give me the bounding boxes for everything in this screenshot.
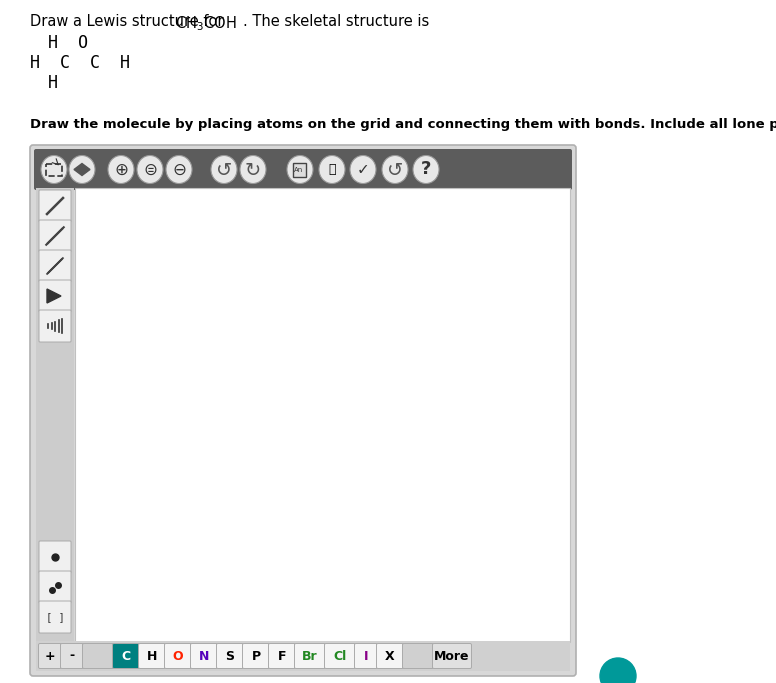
Ellipse shape xyxy=(137,156,163,184)
FancyBboxPatch shape xyxy=(190,643,217,669)
Ellipse shape xyxy=(108,156,134,184)
Text: Br: Br xyxy=(302,650,318,663)
Text: Draw a Lewis structure for: Draw a Lewis structure for xyxy=(30,14,228,29)
Polygon shape xyxy=(74,163,90,176)
Text: 💡: 💡 xyxy=(328,163,336,176)
Ellipse shape xyxy=(41,156,67,184)
FancyBboxPatch shape xyxy=(39,190,71,222)
Ellipse shape xyxy=(413,156,439,184)
FancyBboxPatch shape xyxy=(39,280,71,312)
FancyBboxPatch shape xyxy=(242,643,269,669)
Text: ↻: ↻ xyxy=(244,161,262,180)
FancyBboxPatch shape xyxy=(39,601,71,633)
FancyBboxPatch shape xyxy=(34,149,572,190)
Text: $\mathdefault{CH_3COH}$: $\mathdefault{CH_3COH}$ xyxy=(175,14,237,33)
Text: N: N xyxy=(199,650,210,663)
Text: An: An xyxy=(294,167,303,173)
FancyBboxPatch shape xyxy=(376,643,404,669)
Text: Draw the molecule by placing atoms on the grid and connecting them with bonds. I: Draw the molecule by placing atoms on th… xyxy=(30,118,776,131)
FancyBboxPatch shape xyxy=(293,163,306,176)
FancyBboxPatch shape xyxy=(82,643,113,669)
Text: ⊕: ⊕ xyxy=(114,161,128,178)
FancyBboxPatch shape xyxy=(217,643,244,669)
FancyBboxPatch shape xyxy=(39,643,61,669)
Ellipse shape xyxy=(240,156,266,184)
FancyBboxPatch shape xyxy=(39,220,71,252)
Ellipse shape xyxy=(166,156,192,184)
Text: P: P xyxy=(251,650,261,663)
Text: F: F xyxy=(278,650,286,663)
Ellipse shape xyxy=(319,156,345,184)
Text: . The skeletal structure is: . The skeletal structure is xyxy=(243,14,429,29)
Ellipse shape xyxy=(211,156,237,184)
Text: ⊜: ⊜ xyxy=(143,161,157,178)
Text: H  O: H O xyxy=(48,34,88,52)
Text: C: C xyxy=(121,650,130,663)
FancyBboxPatch shape xyxy=(113,643,140,669)
Text: ⊖: ⊖ xyxy=(172,161,186,178)
Text: ✓: ✓ xyxy=(357,162,369,177)
Bar xyxy=(75,188,570,642)
FancyBboxPatch shape xyxy=(324,643,355,669)
Text: S: S xyxy=(226,650,234,663)
FancyBboxPatch shape xyxy=(39,250,71,282)
FancyBboxPatch shape xyxy=(39,541,71,573)
FancyBboxPatch shape xyxy=(355,643,377,669)
Text: H  C  C  H: H C C H xyxy=(30,54,130,72)
Text: I: I xyxy=(364,650,369,663)
Ellipse shape xyxy=(350,156,376,184)
Text: -: - xyxy=(69,650,74,663)
FancyBboxPatch shape xyxy=(39,310,71,342)
FancyBboxPatch shape xyxy=(432,643,472,669)
FancyBboxPatch shape xyxy=(61,643,84,669)
FancyBboxPatch shape xyxy=(138,643,165,669)
Ellipse shape xyxy=(287,156,313,184)
FancyBboxPatch shape xyxy=(165,643,192,669)
FancyBboxPatch shape xyxy=(30,145,576,676)
Bar xyxy=(36,188,74,642)
Text: ↺: ↺ xyxy=(216,161,232,180)
FancyBboxPatch shape xyxy=(403,643,434,669)
Circle shape xyxy=(600,658,636,683)
Ellipse shape xyxy=(69,156,95,184)
FancyBboxPatch shape xyxy=(39,571,71,603)
Text: Cl: Cl xyxy=(334,650,347,663)
FancyBboxPatch shape xyxy=(268,643,296,669)
Text: ?: ? xyxy=(421,161,431,178)
Bar xyxy=(36,641,570,671)
Text: ↺: ↺ xyxy=(386,161,404,180)
Text: +: + xyxy=(45,650,55,663)
Text: O: O xyxy=(173,650,183,663)
Text: H: H xyxy=(48,74,58,92)
Text: More: More xyxy=(435,650,469,663)
Polygon shape xyxy=(47,289,61,303)
FancyBboxPatch shape xyxy=(295,643,325,669)
Text: [ ]: [ ] xyxy=(46,612,64,622)
Text: X: X xyxy=(385,650,395,663)
Ellipse shape xyxy=(382,156,408,184)
Text: H: H xyxy=(147,650,158,663)
